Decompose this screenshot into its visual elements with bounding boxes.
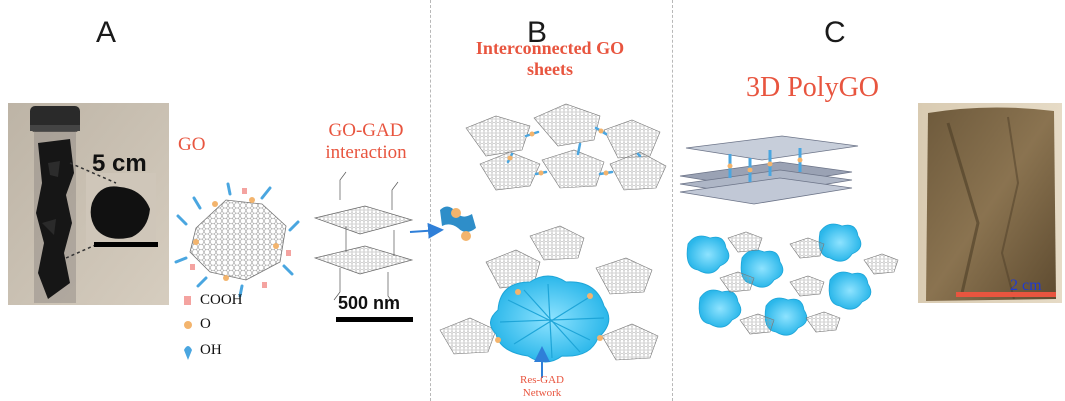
res-gad-network <box>439 225 659 378</box>
stacked-polygo-sheets <box>679 135 859 205</box>
label-go-gad-line1: GO-GAD <box>328 120 404 141</box>
vial-photo-drawing <box>8 103 169 305</box>
legend-label-cooh: COOH <box>200 292 243 308</box>
panel-letter-b: B <box>527 16 548 49</box>
go-gad-interaction-structure <box>313 171 414 322</box>
label-go: GO <box>178 134 206 155</box>
scale-bar-line-interaction <box>336 317 413 322</box>
scale-bar-label-a: 5 cm <box>92 150 147 177</box>
cooh-marker-icon <box>184 296 191 305</box>
label-3d-polygo: 3D PolyGO <box>746 72 880 103</box>
panel-letter-a: A <box>96 16 117 49</box>
scale-bar-line-c <box>956 292 1056 297</box>
oh-marker-icon <box>184 346 192 360</box>
label-interconnected-go-sheets: Interconnected GO sheets <box>460 38 640 80</box>
label-go-gad-line2: interaction <box>325 142 407 163</box>
panel-letter-c: C <box>824 16 846 49</box>
label-interconnected-line2: sheets <box>527 59 573 79</box>
divider-right <box>672 0 673 401</box>
foam-inset-chunk <box>90 186 150 239</box>
gad-molecule <box>440 206 476 241</box>
label-res-gad-line2: Network <box>522 387 562 399</box>
divider-left <box>430 0 431 401</box>
interconnected-go-sheets <box>465 103 667 191</box>
photo-go-foam-vial <box>8 103 169 305</box>
arrow-to-network <box>409 222 444 239</box>
photo-polygo-block <box>918 103 1062 303</box>
scale-bar-line-a <box>94 242 158 247</box>
legend-label-o: O <box>200 316 211 332</box>
scale-bar-label-interaction: 500 nm <box>338 293 401 313</box>
label-res-gad-network: Res-GAD Network <box>500 374 584 400</box>
scale-bar-label-c: 2 cm <box>1010 277 1042 294</box>
polygo-photo-drawing <box>918 103 1062 303</box>
legend-icons <box>184 296 192 360</box>
label-interconnected-line1: Interconnected GO <box>475 38 625 58</box>
label-go-gad-interaction: GO-GAD interaction <box>316 120 416 164</box>
o-marker-icon <box>184 321 192 329</box>
go-sheet <box>174 182 300 298</box>
polygo-network <box>686 223 899 336</box>
legend-label-oh: OH <box>200 342 222 358</box>
label-res-gad-line1: Res-GAD <box>520 374 564 386</box>
